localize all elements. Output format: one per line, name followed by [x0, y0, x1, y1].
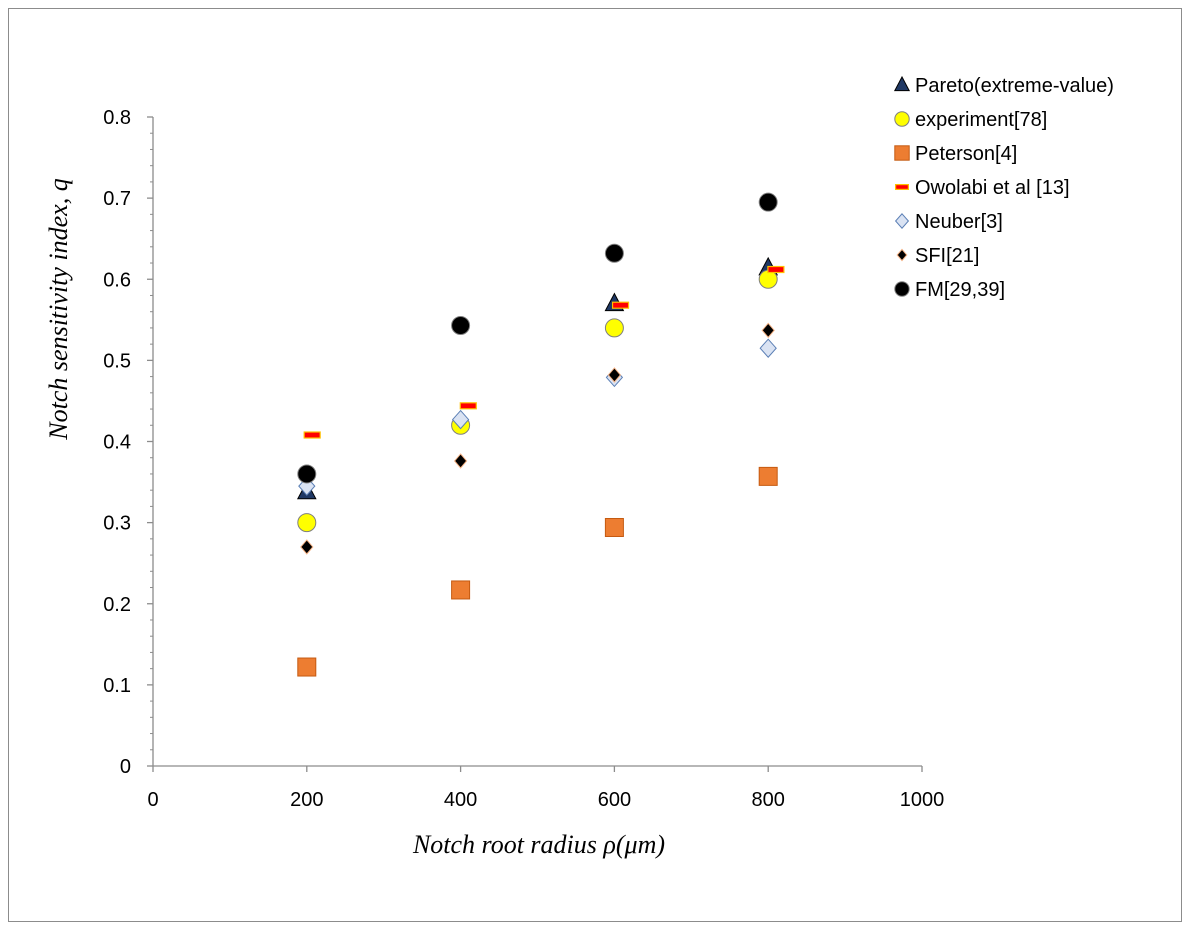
- data-point: [767, 265, 785, 274]
- legend-label: FM[29,39]: [915, 279, 1005, 301]
- legend-label: Pareto(extreme-value): [915, 75, 1114, 97]
- scatter-chart: 0 0.1 0.2 0.3 0.4 0.5 0.6 0.7 0.8 0 200 400 600 800 10…: [44, 75, 1114, 859]
- data-point: [297, 657, 317, 677]
- y-tick-label: 0.3: [103, 513, 131, 535]
- legend-entry: Pareto(extreme-value): [893, 75, 1114, 97]
- legend-label: Peterson[4]: [915, 143, 1017, 165]
- legend-label: SFI[21]: [915, 245, 979, 267]
- data-point: [300, 539, 314, 555]
- x-tick-label: 800: [752, 789, 785, 811]
- data-point: [604, 318, 624, 338]
- data-point: [607, 367, 622, 383]
- legend-label: experiment[78]: [915, 109, 1047, 131]
- legend-marker: [894, 111, 910, 127]
- y-tick-label: 0.1: [103, 675, 131, 697]
- legend: Pareto(extreme-value) experiment[78] Peter…: [893, 75, 1114, 301]
- legend-marker: [894, 281, 910, 297]
- legend-entry: SFI[21]: [896, 245, 979, 267]
- data-point: [453, 453, 468, 469]
- legend-marker: [894, 145, 910, 161]
- data-point: [604, 243, 624, 263]
- y-axis-title: Notch sensitivity index, q: [44, 178, 73, 440]
- chart-frame: 0 0.1 0.2 0.3 0.4 0.5 0.6 0.7 0.8 0 200 400 600 800 10…: [8, 8, 1182, 922]
- data-point: [759, 338, 777, 358]
- x-tick-label: 400: [444, 789, 477, 811]
- legend-label: Owolabi et al [13]: [915, 177, 1070, 199]
- data-point: [451, 315, 471, 335]
- y-tick-label: 0.4: [103, 432, 131, 454]
- legend-entry: Owolabi et al [13]: [894, 177, 1070, 199]
- y-tick-label: 0.8: [103, 107, 131, 129]
- legend-label: Neuber[3]: [915, 211, 1003, 233]
- x-tick-label: 0: [147, 789, 158, 811]
- legend-marker: [894, 184, 909, 191]
- legend-marker: [894, 213, 910, 229]
- data-point: [758, 192, 778, 212]
- y-tick-label: 0: [120, 756, 131, 778]
- y-tick-label: 0.2: [103, 594, 131, 616]
- data-point: [459, 402, 477, 410]
- legend-marker: [893, 75, 911, 92]
- legend-entry: FM[29,39]: [894, 279, 1005, 301]
- data-point: [604, 517, 624, 537]
- ticks: 0 0.1 0.2 0.3 0.4 0.5 0.6 0.7 0.8 0 200 400 600 800 10…: [103, 107, 944, 811]
- legend-marker: [896, 248, 908, 262]
- data-point: [761, 322, 775, 339]
- data-point: [303, 431, 321, 439]
- data-point: [451, 409, 470, 430]
- x-tick-label: 1000: [900, 789, 945, 811]
- data-marks: [296, 192, 785, 677]
- data-point: [611, 301, 630, 309]
- x-axis-title: Notch root radius ρ(μm): [412, 830, 665, 859]
- x-tick-label: 200: [290, 789, 323, 811]
- x-tick-label: 600: [598, 789, 631, 811]
- legend-entry: Peterson[4]: [894, 143, 1017, 165]
- y-tick-label: 0.7: [103, 188, 131, 210]
- y-tick-label: 0.5: [103, 350, 131, 372]
- y-tick-label: 0.6: [103, 269, 131, 291]
- axes: [152, 117, 922, 767]
- data-point: [297, 513, 317, 533]
- legend-entry: Neuber[3]: [894, 211, 1003, 233]
- data-point: [297, 464, 317, 484]
- data-point: [758, 466, 778, 486]
- data-point: [451, 580, 471, 600]
- legend-entry: experiment[78]: [894, 109, 1047, 131]
